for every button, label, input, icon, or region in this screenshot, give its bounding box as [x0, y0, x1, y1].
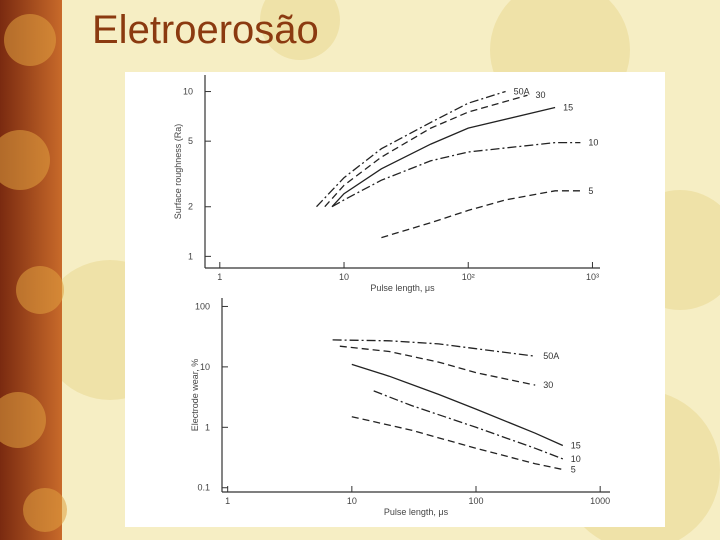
y-tick-label: 2: [188, 202, 193, 212]
series-line: [381, 190, 581, 239]
x-axis-label: Pulse length, μs: [370, 283, 435, 293]
series-line: [339, 345, 536, 386]
series-label: 10: [571, 454, 581, 464]
slide-title: Eletroerosão: [92, 8, 319, 52]
y-tick-label: 100: [195, 301, 210, 311]
y-tick-label: 10: [183, 87, 193, 97]
y-tick-label: 5: [188, 136, 193, 146]
figure-panel: [125, 72, 665, 527]
series-label: 10: [588, 138, 598, 148]
series-line: [351, 363, 564, 447]
x-tick-label: 10: [347, 496, 357, 506]
series-line: [332, 339, 536, 357]
y-axis-label: Surface roughness (Ra): [173, 124, 183, 220]
x-tick-label: 1: [217, 272, 222, 282]
series-line: [331, 141, 581, 208]
series-label: 50A: [543, 351, 559, 361]
strip-gears: [0, 14, 67, 532]
x-tick-label: 10²: [462, 272, 475, 282]
series-line: [324, 94, 528, 208]
x-tick-label: 1000: [590, 496, 610, 506]
y-axis-label: Electrode wear, %: [190, 359, 200, 432]
series-label: 15: [563, 103, 573, 113]
series-label: 30: [543, 380, 553, 390]
x-tick-label: 100: [468, 496, 483, 506]
series-line: [316, 90, 506, 208]
series-label: 30: [536, 90, 546, 100]
x-tick-label: 10³: [586, 272, 599, 282]
y-tick-label: 1: [205, 422, 210, 432]
series-label: 50A: [514, 87, 530, 97]
x-axis-label: Pulse length, μs: [384, 507, 449, 517]
y-tick-label: 10: [200, 362, 210, 372]
series-line: [351, 416, 563, 471]
series-label: 5: [571, 465, 576, 475]
series-line: [373, 390, 564, 460]
series-line: [331, 106, 556, 208]
series-label: 5: [588, 186, 593, 196]
series-label: 15: [571, 440, 581, 450]
x-tick-label: 10: [339, 272, 349, 282]
x-tick-label: 1: [225, 496, 230, 506]
y-tick-label: 0.1: [197, 483, 210, 493]
y-tick-label: 1: [188, 251, 193, 261]
